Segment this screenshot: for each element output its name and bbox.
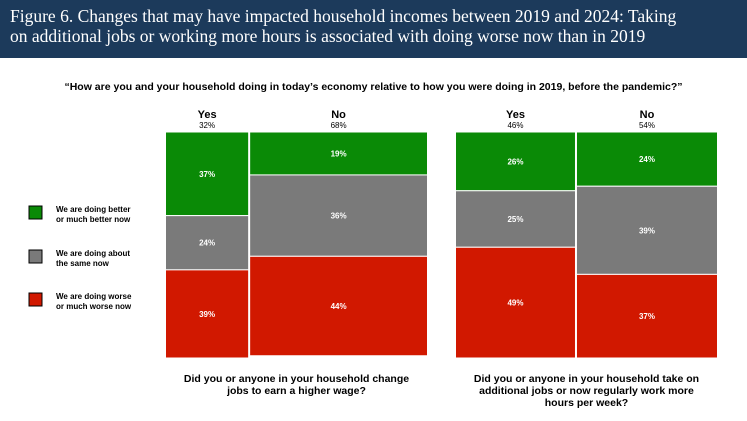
group-label-1-line-1: additional jobs or now regularly work mo…	[479, 385, 694, 397]
column-share-0-1: 68%	[331, 121, 347, 130]
column-name-1-1: No	[640, 109, 655, 121]
group-label-0-line-1: jobs to earn a higher wage?	[226, 385, 366, 397]
segment-worse-1-1	[575, 273, 718, 359]
column-share-1-0: 46%	[507, 121, 523, 130]
segment-worse-0-0	[165, 269, 250, 359]
segment-label-worse-0-1: 44%	[331, 302, 347, 311]
segment-label-same-1-1: 39%	[639, 226, 655, 235]
legend-label-same-line-0: We are doing about	[56, 249, 130, 258]
survey-question: “How are you and your household doing in…	[64, 81, 683, 93]
segment-label-worse-0-0: 39%	[199, 310, 215, 319]
segment-better-1-1	[575, 131, 718, 187]
segment-better-1-0	[455, 131, 576, 192]
legend-label-better-line-1: or much better now	[56, 215, 131, 224]
legend-swatch-same	[28, 249, 43, 264]
figure-title-line-1: Figure 6. Changes that may have impacted…	[10, 6, 677, 26]
segment-worse-1-0	[455, 246, 576, 359]
legend-label-worse-line-0: We are doing worse	[56, 292, 132, 301]
segment-worse-0-1	[249, 255, 428, 357]
segment-better-0-0	[165, 131, 250, 217]
legend-swatch-worse	[28, 292, 43, 307]
figure-title-banner: Figure 6. Changes that may have impacted…	[0, 0, 747, 58]
segment-label-same-0-0: 24%	[199, 239, 215, 248]
segment-same-1-1	[575, 185, 718, 275]
column-share-0-0: 32%	[199, 121, 215, 130]
segment-label-same-1-0: 25%	[507, 215, 523, 224]
column-name-1-0: Yes	[506, 109, 525, 121]
group-label-1-line-2: hours per week?	[545, 397, 628, 409]
segment-label-better-0-0: 37%	[199, 170, 215, 179]
legend-label-same-line-1: the same now	[56, 259, 110, 268]
column-name-0-1: No	[331, 109, 346, 121]
column-name-0-0: Yes	[198, 109, 217, 121]
segment-label-worse-1-1: 37%	[639, 312, 655, 321]
segment-same-1-0	[455, 190, 576, 248]
group-label-0-line-0: Did you or anyone in your household chan…	[184, 373, 409, 385]
segment-label-better-0-1: 19%	[331, 149, 347, 158]
segment-label-worse-1-0: 49%	[507, 299, 523, 308]
segment-label-better-1-1: 24%	[639, 155, 655, 164]
segment-better-0-1	[249, 131, 428, 176]
segment-same-0-1	[249, 174, 428, 257]
segment-label-better-1-0: 26%	[507, 157, 523, 166]
legend-label-worse-line-1: or much worse now	[56, 302, 132, 311]
figure-title-line-2: on additional jobs or working more hours…	[10, 26, 646, 46]
column-share-1-1: 54%	[639, 121, 655, 130]
segment-label-same-0-1: 36%	[331, 212, 347, 221]
legend-label-better-line-0: We are doing better	[56, 205, 131, 214]
segment-same-0-0	[165, 215, 250, 271]
group-label-1-line-0: Did you or anyone in your household take…	[474, 373, 699, 385]
legend-swatch-better	[28, 205, 43, 220]
